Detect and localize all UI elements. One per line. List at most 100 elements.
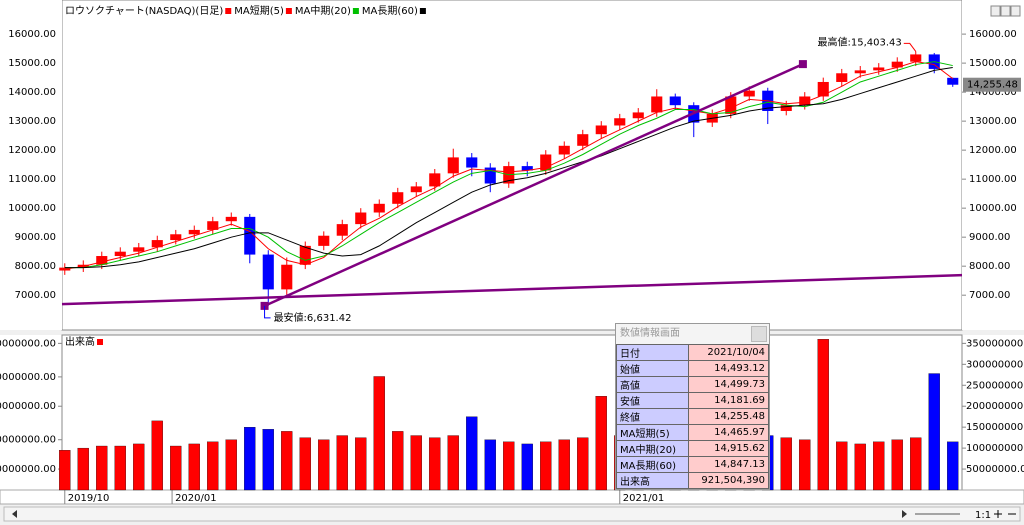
- candle-body: [521, 166, 533, 171]
- button[interactable]: [1000, 5, 1011, 17]
- candle-body: [262, 254, 274, 290]
- data-value: 2021/10/04: [687, 344, 770, 361]
- volume-bar: [133, 443, 145, 491]
- candle-body: [207, 221, 219, 230]
- scrollbar[interactable]: [3, 506, 1021, 522]
- y-tick-label-right: 14000.00: [969, 87, 1017, 98]
- volume-bar: [170, 445, 182, 491]
- candle-body: [281, 264, 293, 290]
- candle-body: [447, 157, 459, 174]
- legend-swatch: [285, 8, 292, 14]
- volume-bar: [151, 420, 163, 491]
- window-buttons[interactable]: [990, 5, 1021, 17]
- trendline: [61, 273, 963, 306]
- data-row: MA長期(60) 14,847.13: [616, 456, 770, 473]
- legend-swatch: [419, 8, 426, 14]
- volume-bar: [928, 373, 940, 491]
- data-window[interactable]: 数値情報画面 日付 2021/10/04 始値 14,493.12 高値 14,499.7…: [615, 323, 770, 490]
- last-price-label: 14,255.48: [967, 80, 1018, 91]
- ma-line: [64, 61, 953, 269]
- data-row: 高値 14,499.73: [616, 376, 770, 393]
- candle-body: [225, 216, 237, 222]
- y-tick-label: 12000.00: [8, 145, 56, 156]
- candle-body: [336, 224, 348, 236]
- candle-body: [595, 125, 607, 135]
- data-key: MA長期(60): [616, 456, 689, 473]
- button[interactable]: [990, 5, 1001, 17]
- data-row: 安値 14,181.69: [616, 392, 770, 409]
- volume-tick-label: 100000000.00: [966, 443, 1024, 454]
- candle-body: [114, 251, 126, 257]
- candle-body: [244, 216, 256, 255]
- y-tick-label: 9000.00: [15, 232, 56, 243]
- volume-bar: [410, 435, 422, 491]
- annotation-leader: [903, 42, 917, 52]
- candle-body: [891, 61, 903, 68]
- volume-bar: [484, 439, 496, 491]
- data-key: 安値: [616, 392, 689, 409]
- candle-body: [299, 245, 311, 265]
- legend-label: MA短期(5): [234, 4, 284, 17]
- y-tick-label: 11000.00: [8, 174, 56, 185]
- candle-body: [188, 229, 200, 235]
- volume-left-tick-label: 0000000.00: [0, 372, 56, 383]
- volume-bar: [373, 376, 385, 491]
- data-key: MA中期(20): [616, 440, 689, 457]
- candle-body: [947, 77, 959, 85]
- volume-bar: [466, 416, 478, 491]
- title-text: 数値情報画面: [620, 328, 680, 339]
- candle-body: [910, 54, 922, 62]
- volume-bar: [577, 437, 589, 491]
- volume-left-tick-label: 0000000.00: [0, 435, 56, 446]
- ma-line: [64, 61, 954, 270]
- candle-body: [410, 186, 422, 193]
- y-tick-label: 14000.00: [8, 87, 56, 98]
- volume-bar: [854, 443, 866, 491]
- volume-bar: [780, 437, 792, 491]
- volume-bar: [891, 439, 903, 491]
- y-tick-label: 8000.00: [15, 261, 56, 272]
- candle-body: [873, 67, 885, 71]
- candle-body: [725, 96, 737, 114]
- button[interactable]: [1010, 5, 1021, 17]
- y-tick-label: 7000.00: [15, 290, 56, 301]
- price-panel: [61, 0, 963, 331]
- trendline: [264, 62, 804, 308]
- data-value: 14,915.62: [687, 440, 770, 457]
- volume-left-tick-label: 0000000.00: [0, 338, 56, 349]
- volume-bar: [262, 429, 274, 491]
- scroll-left[interactable]: [12, 510, 17, 518]
- y-tick-label-right: 8000.00: [969, 261, 1010, 272]
- legend-label: MA長期(60): [362, 5, 418, 17]
- candle-body: [318, 235, 330, 246]
- candle-body: [799, 96, 811, 106]
- volume-bar: [188, 443, 200, 491]
- candle-body: [59, 267, 71, 271]
- data-window-title: 数値情報画面: [616, 324, 769, 344]
- candle-body: [540, 154, 552, 171]
- y-tick-label: 16000.00: [8, 29, 56, 40]
- volume-bar: [595, 396, 607, 491]
- volume-bar: [318, 439, 330, 491]
- y-tick-label-right: 16000.00: [969, 29, 1017, 40]
- scroll-right[interactable]: [902, 510, 907, 518]
- legend-swatch: [352, 8, 359, 14]
- y-tick-label-right: 15000.00: [969, 58, 1017, 69]
- date-row: [0, 489, 1024, 505]
- data-row: MA中期(20) 14,915.62: [616, 440, 770, 457]
- zoom-label: 1:1: [975, 510, 991, 521]
- left-axis-bg: [0, 0, 62, 330]
- data-value: 14,181.69: [687, 392, 770, 409]
- close-button[interactable]: [751, 326, 767, 342]
- annotation: 最安値:6,631.42: [274, 311, 352, 324]
- data-row: 始値 14,493.12: [616, 360, 770, 377]
- data-row: 出来高 921,504,390: [616, 472, 770, 489]
- data-key: 始値: [616, 360, 689, 377]
- candle-body: [558, 145, 570, 155]
- volume-left-tick-label: 0000000.00: [0, 401, 56, 412]
- volume-bar: [281, 431, 293, 491]
- zoom-buttons[interactable]: [994, 510, 1016, 518]
- data-row: MA短期(5) 14,465.97: [616, 424, 770, 441]
